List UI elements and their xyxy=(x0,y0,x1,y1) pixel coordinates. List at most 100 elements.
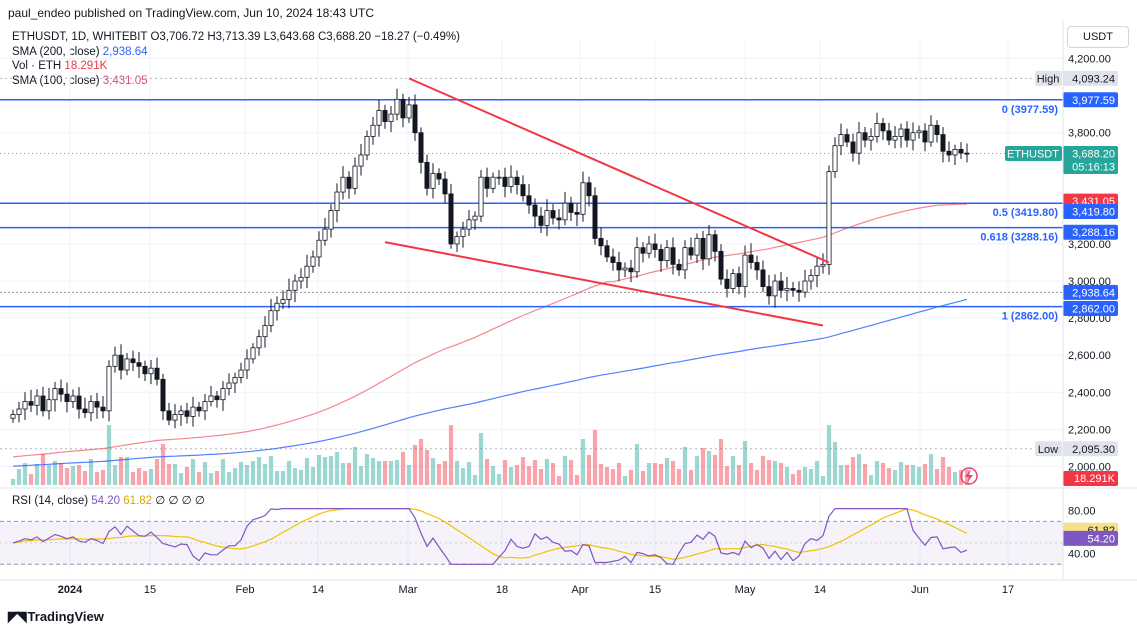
volume-bar xyxy=(256,457,262,485)
brand-name: TradingView xyxy=(27,609,104,624)
rsi-legend[interactable]: RSI (14, close) 54.20 61.82 ∅ ∅ ∅ ∅ xyxy=(12,493,205,507)
volume-bar xyxy=(946,467,952,485)
volume-bar xyxy=(832,442,838,485)
candle-body xyxy=(148,367,154,375)
candle-body xyxy=(70,395,76,402)
volume-bar xyxy=(664,458,670,485)
publish-info: paul_endeo published on TradingView.com,… xyxy=(8,6,375,20)
volume-bar xyxy=(268,456,274,485)
volume-bars xyxy=(10,425,970,485)
countdown-text: 05:16:13 xyxy=(1072,161,1115,173)
candle-body xyxy=(760,269,766,288)
candle-body xyxy=(658,249,664,262)
candle-body xyxy=(358,154,364,167)
volume-bar xyxy=(10,479,16,485)
lightning-icon[interactable] xyxy=(960,467,978,485)
volume-bar xyxy=(538,469,544,485)
volume-bar xyxy=(604,467,610,485)
candle-body xyxy=(28,401,34,406)
candle-body xyxy=(388,113,394,122)
sma100-legend[interactable]: SMA (100, close) 3,431.05 xyxy=(12,74,460,89)
volume-bar xyxy=(460,468,466,485)
volume-bar xyxy=(370,458,376,485)
volume-bar xyxy=(364,454,370,485)
candle-body xyxy=(856,132,862,154)
candle-body xyxy=(454,236,460,245)
volume-bar xyxy=(712,455,718,485)
volume-bar xyxy=(760,456,766,485)
moving-averages xyxy=(12,203,968,467)
volume-bar xyxy=(82,471,88,485)
volume-bar xyxy=(676,469,682,485)
volume-bar xyxy=(448,425,454,485)
rsi-tick: 40.00 xyxy=(1068,549,1096,561)
volume-bar xyxy=(598,464,604,485)
volume-bar xyxy=(316,455,322,485)
candle-body xyxy=(52,388,58,401)
candle-body xyxy=(556,217,562,221)
candle-body xyxy=(958,148,964,154)
currency-selector[interactable]: USDT xyxy=(1067,26,1129,48)
volume-bar xyxy=(700,448,706,485)
candle-body xyxy=(898,128,904,137)
candle-body xyxy=(34,395,40,406)
volume-bar xyxy=(658,464,664,485)
candle-body xyxy=(268,310,274,326)
high-tag xyxy=(1035,70,1062,86)
volume-bar xyxy=(724,466,730,485)
y-tick: 2,600.00 xyxy=(1068,350,1111,362)
volume-bar xyxy=(400,452,406,485)
sma200-legend[interactable]: SMA (200, close) 2,938.64 xyxy=(12,45,460,60)
candle-body xyxy=(712,234,718,252)
candle-body xyxy=(544,210,550,226)
candle-body xyxy=(598,237,604,247)
chart-legend: ETHUSDT, 1D, WHITEBIT O3,706.72 H3,713.3… xyxy=(12,30,460,88)
volume-bar xyxy=(616,463,622,485)
volume-bar xyxy=(484,459,490,485)
x-tick: 15 xyxy=(649,584,661,596)
y-tick: 4,200.00 xyxy=(1068,54,1111,66)
volume-bar xyxy=(952,472,958,485)
volume-bar xyxy=(610,469,616,485)
candle-body xyxy=(802,280,808,293)
y-tick: 2,000.00 xyxy=(1068,461,1111,473)
volume-bar xyxy=(424,450,430,485)
candle-body xyxy=(484,176,490,189)
y-tick: 3,800.00 xyxy=(1068,128,1111,140)
candle-body xyxy=(202,401,208,412)
volume-bar xyxy=(508,467,514,485)
candle-body xyxy=(910,132,916,141)
candle-body xyxy=(670,247,676,265)
last-price-text: 3,688.20 xyxy=(1072,148,1115,160)
candle-body xyxy=(184,410,190,417)
volume-bar xyxy=(322,457,328,485)
volume-bar xyxy=(274,471,280,485)
volume-bar xyxy=(502,460,508,485)
candle-body xyxy=(328,210,334,230)
candle-body xyxy=(472,215,478,221)
low-price-tag xyxy=(1063,441,1118,457)
ticker-line[interactable]: ETHUSDT, 1D, WHITEBIT O3,706.72 H3,713.3… xyxy=(12,31,460,43)
volume-bar xyxy=(436,464,442,485)
candle-body xyxy=(886,130,892,141)
volume-bar xyxy=(532,460,538,485)
volume-bar xyxy=(490,466,496,485)
candle-body xyxy=(10,414,16,419)
candle-body xyxy=(22,401,28,410)
fib-label: 1 (2862.00) xyxy=(1002,311,1059,323)
fib05-price-text: 3,419.80 xyxy=(1072,207,1115,219)
candle-body xyxy=(46,399,52,412)
candle-body xyxy=(316,239,322,258)
candle-body xyxy=(274,302,280,312)
candle-body xyxy=(262,325,268,338)
volume-bar xyxy=(556,476,562,485)
volume-label: Vol · ETH xyxy=(12,60,62,72)
volume-bar xyxy=(478,433,484,485)
volume-bar xyxy=(904,465,910,485)
volume-legend[interactable]: Vol · ETH 18.291K xyxy=(12,59,460,74)
high-caption: High xyxy=(1037,73,1060,85)
candle-body xyxy=(736,273,742,288)
candle-body xyxy=(538,215,544,226)
candle-body xyxy=(934,124,940,135)
